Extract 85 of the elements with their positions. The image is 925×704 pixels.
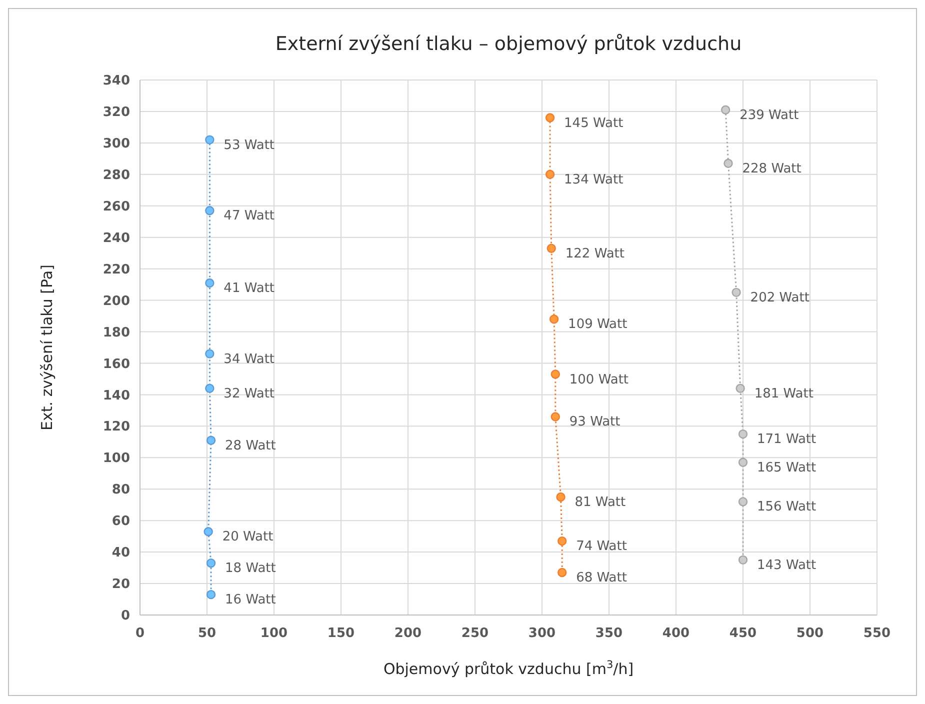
x-tick-label: 400 [662, 626, 690, 641]
x-tick-label: 0 [135, 626, 145, 641]
annotation: 68 Watt [576, 570, 627, 586]
y-tick-label: 300 [102, 136, 130, 152]
point [205, 349, 214, 358]
annotation: 109 Watt [568, 317, 628, 332]
annotation: 16 Watt [225, 592, 276, 608]
point [550, 370, 560, 379]
x-tick-label: 150 [327, 626, 355, 641]
chart-title: Externí zvýšení tlaku – objemový průtok vzduchu [275, 33, 742, 55]
annotation: 100 Watt [569, 372, 629, 388]
point [720, 105, 730, 114]
point [558, 568, 567, 578]
annotation: 47 Watt [224, 208, 275, 224]
annotation: 134 Watt [564, 172, 624, 188]
annotation: 41 Watt [224, 280, 275, 296]
x-tick-label: 450 [729, 626, 757, 641]
y-tick-label: 100 [102, 451, 130, 466]
y-tick-label: 60 [112, 514, 130, 530]
point [205, 135, 214, 144]
x-tick-label: 50 [198, 626, 216, 641]
point [206, 436, 216, 445]
point [546, 244, 556, 253]
annotation: 143 Watt [757, 558, 816, 573]
point [545, 170, 555, 180]
y-tick-label: 200 [102, 294, 130, 309]
x-tick-label: 500 [796, 626, 824, 641]
y-tick-label: 160 [102, 356, 130, 372]
point [738, 555, 748, 565]
annotation: 93 Watt [569, 414, 620, 430]
y-tick-label: 280 [102, 168, 130, 183]
point [738, 497, 748, 506]
y-tick-label: 340 [102, 74, 130, 89]
annotation: 53 Watt [224, 138, 275, 153]
point [205, 278, 214, 288]
x-tick-label: 250 [461, 626, 489, 641]
x-tick-label: 200 [394, 626, 422, 641]
point [549, 314, 559, 324]
annotation: 74 Watt [576, 539, 627, 554]
y-tick-label: 80 [112, 482, 130, 498]
annotation: 228 Watt [742, 161, 802, 176]
annotation: 165 Watt [757, 460, 816, 476]
point [558, 536, 567, 546]
annotation: 156 Watt [757, 500, 816, 515]
point [738, 458, 748, 467]
y-tick-label: 180 [102, 325, 130, 340]
x-tick-label: 350 [595, 626, 623, 641]
point [204, 527, 213, 536]
y-tick-label: 220 [102, 262, 130, 278]
annotation: 32 Watt [224, 386, 275, 402]
annotation: 239 Watt [740, 108, 799, 123]
point [724, 158, 733, 168]
y-tick-label: 320 [102, 105, 130, 120]
annotation: 20 Watt [222, 530, 274, 545]
x-axis-title: Objemový průtok vzduchu [m$^{3}$/h] [383, 659, 634, 678]
annotation: 81 Watt [574, 494, 626, 510]
point [205, 384, 214, 394]
annotation: 28 Watt [225, 438, 276, 454]
annotation: 122 Watt [565, 246, 625, 262]
x-tick-label: 550 [863, 626, 891, 641]
y-tick-label: 0 [120, 608, 130, 624]
x-tick-label: 100 [260, 626, 288, 641]
y-tick-label: 40 [112, 546, 130, 561]
point [205, 206, 214, 216]
y-tick-label: 120 [102, 420, 130, 435]
point [545, 113, 555, 122]
annotation: 181 Watt [754, 386, 814, 402]
point [732, 288, 741, 298]
point [556, 492, 566, 502]
y-axis-title: Ext. zvýšení tlaku [Pa] [38, 264, 56, 430]
y-tick-label: 140 [102, 388, 130, 404]
x-tick-label: 300 [528, 626, 556, 641]
y-tick-label: 260 [102, 199, 130, 214]
point [206, 590, 216, 600]
annotation: 34 Watt [224, 352, 275, 367]
point [738, 429, 748, 439]
annotation: 202 Watt [750, 290, 810, 306]
annotation: 171 Watt [757, 432, 816, 448]
point [736, 384, 745, 394]
y-tick-label: 20 [112, 577, 130, 592]
point [550, 412, 560, 422]
point [206, 558, 216, 568]
annotation: 18 Watt [225, 561, 276, 576]
y-tick-label: 240 [102, 230, 130, 246]
annotation: 145 Watt [564, 116, 624, 131]
